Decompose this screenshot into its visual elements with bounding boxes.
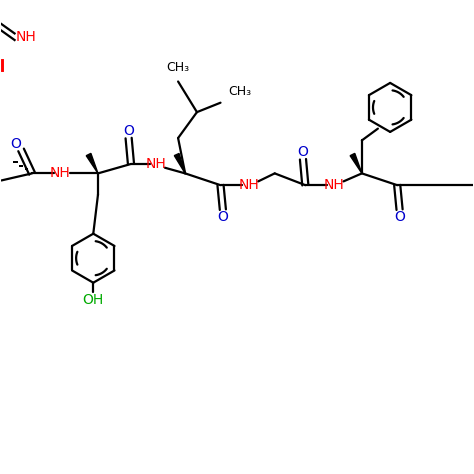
- Text: O: O: [10, 137, 21, 151]
- Polygon shape: [174, 154, 185, 173]
- Text: NH: NH: [324, 178, 345, 192]
- Text: CH₃: CH₃: [228, 85, 251, 98]
- Polygon shape: [350, 154, 362, 173]
- Text: O: O: [218, 210, 228, 224]
- Text: NH: NH: [146, 157, 166, 171]
- Text: OH: OH: [82, 292, 104, 307]
- Text: NH: NH: [50, 166, 71, 181]
- Text: O: O: [298, 145, 309, 159]
- Text: O: O: [394, 210, 405, 224]
- Polygon shape: [86, 154, 98, 173]
- Text: NH: NH: [238, 178, 259, 192]
- Text: O: O: [123, 124, 134, 138]
- Text: NH: NH: [16, 30, 36, 44]
- Text: CH₃: CH₃: [166, 61, 190, 74]
